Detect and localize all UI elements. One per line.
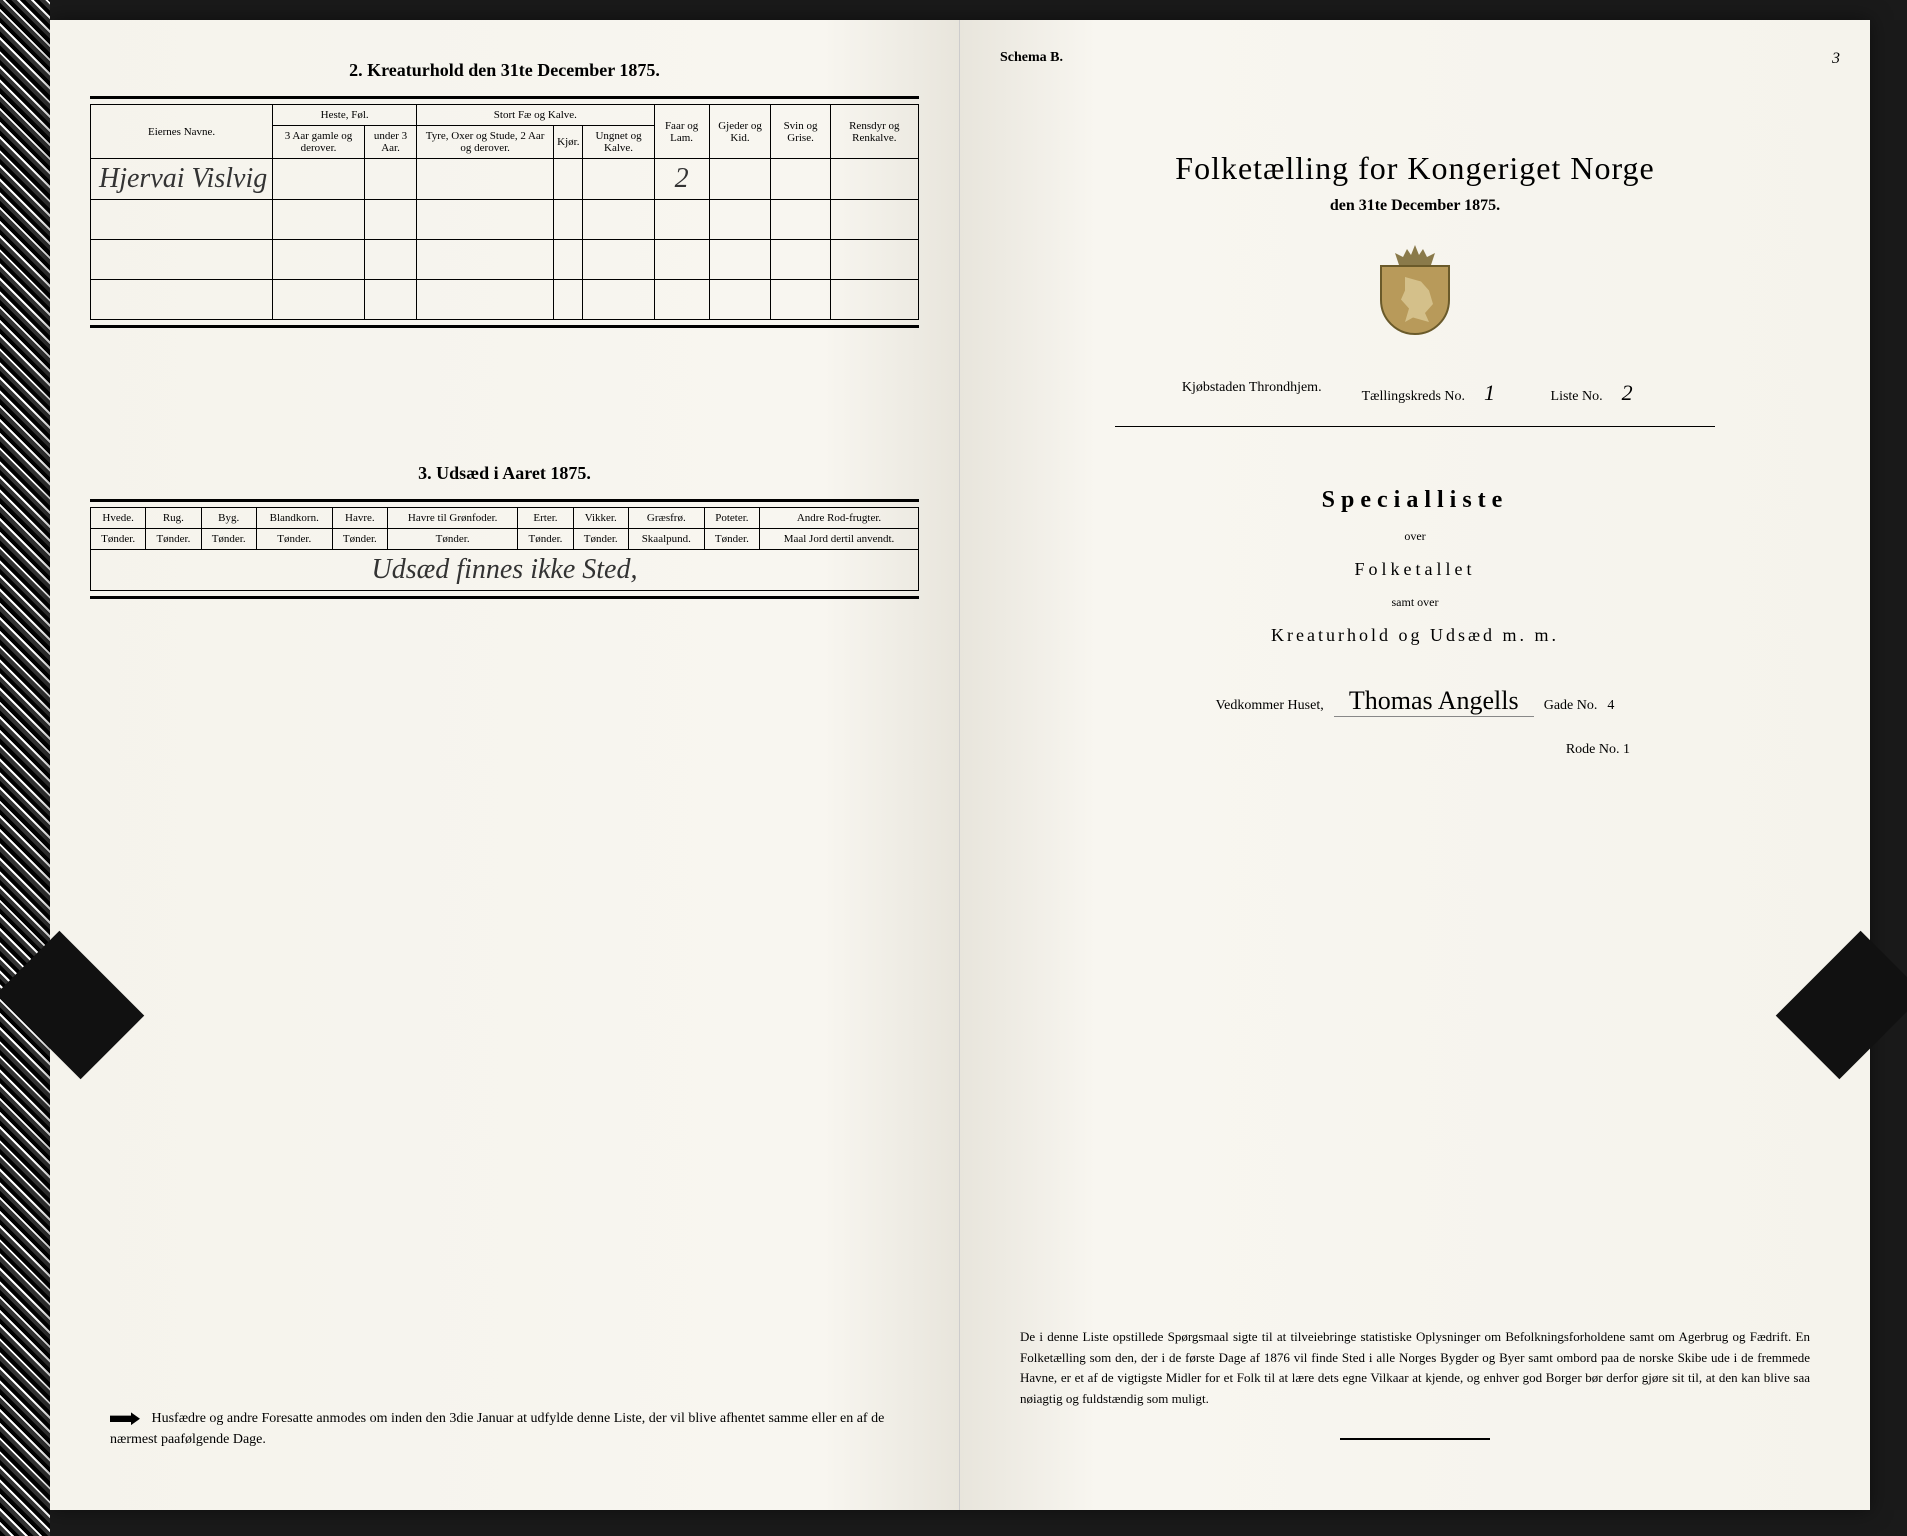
c1: Hvede. [91, 508, 146, 529]
table-row: Hjervai Vislvig 2 [91, 159, 919, 200]
rode-line: Rode No. 1 [1000, 742, 1830, 758]
notice-block: Husfædre og andre Foresatte anmodes om i… [110, 1408, 919, 1450]
table-row: Udsæd finnes ikke Sted, [91, 550, 919, 591]
liste-label: Liste No. [1551, 389, 1603, 404]
col-ren: Rensdyr og Renkalve. [830, 105, 918, 159]
kreatur-line: Kreaturhold og Udsæd m. m. [1000, 625, 1830, 646]
left-page: 2. Kreaturhold den 31te December 1875. E… [50, 20, 960, 1510]
book-binding-edge [0, 0, 50, 1536]
u3: Tønder. [201, 529, 256, 550]
rule [1115, 426, 1715, 427]
house-value: Thomas Angells [1334, 686, 1534, 717]
bottom-rule [1340, 1438, 1490, 1440]
schema-label: Schema B. [1000, 50, 1063, 66]
u7: Tønder. [518, 529, 573, 550]
section3-title: 3. Udsæd i Aaret 1875. [90, 463, 919, 484]
bottom-paragraph: De i denne Liste opstillede Spørgsmaal s… [1020, 1327, 1810, 1410]
u6: Tønder. [387, 529, 517, 550]
c2: Rug. [146, 508, 201, 529]
c8: Vikker. [573, 508, 628, 529]
colgrp-heste: Heste, Føl. [273, 105, 417, 126]
rode-label: Rode No. [1566, 742, 1620, 757]
u2: Tønder. [146, 529, 201, 550]
u5: Tønder. [332, 529, 387, 550]
page-clip-right [1776, 931, 1907, 1079]
c4: Blandkorn. [256, 508, 332, 529]
c6: Havre til Grønfoder. [387, 508, 517, 529]
specialliste-title: Specialliste [1000, 487, 1830, 514]
owner-name: Hjervai Vislvig [91, 159, 273, 200]
rule [90, 596, 919, 599]
main-title: Folketælling for Kongeriget Norge [1000, 150, 1830, 187]
col-faar: Faar og Lam. [654, 105, 709, 159]
u4: Tønder. [256, 529, 332, 550]
rule [90, 96, 919, 99]
table-row [91, 240, 919, 280]
liste-block: Liste No. 2 [1551, 380, 1649, 406]
c11: Andre Rod-frugter. [760, 508, 919, 529]
tkreds-label: Tællingskreds No. [1362, 389, 1465, 404]
rule [90, 325, 919, 328]
rule [90, 499, 919, 502]
col-h1: 3 Aar gamle og derover. [273, 126, 365, 159]
right-page: Schema B. 3 Folketælling for Kongeriget … [960, 20, 1870, 1510]
page-number: 3 [1832, 50, 1840, 68]
u10: Tønder. [704, 529, 759, 550]
c10: Poteter. [704, 508, 759, 529]
pointing-hand-icon [110, 1411, 140, 1427]
gade-value: 4 [1607, 698, 1614, 714]
u8: Tønder. [573, 529, 628, 550]
c3: Byg. [201, 508, 256, 529]
coat-of-arms-icon [1375, 245, 1455, 335]
tkreds-value: 1 [1475, 380, 1505, 406]
tkreds-block: Tællingskreds No. 1 [1362, 380, 1511, 406]
c5: Havre. [332, 508, 387, 529]
col-s3: Ungnet og Kalve. [583, 126, 654, 159]
sub-date: den 31te December 1875. [1000, 197, 1830, 215]
col-s1: Tyre, Oxer og Stude, 2 Aar og derover. [417, 126, 554, 159]
info-row: Kjøbstaden Throndhjem. Tællingskreds No.… [1000, 375, 1830, 411]
u1: Tønder. [91, 529, 146, 550]
lion-icon [1397, 277, 1437, 322]
section2-title: 2. Kreaturhold den 31te December 1875. [90, 60, 919, 81]
kreaturhold-table: Eiernes Navne. Heste, Føl. Stort Fæ og K… [90, 104, 919, 320]
col-gjed: Gjeder og Kid. [709, 105, 771, 159]
kjobstad-label: Kjøbstaden Throndhjem. [1182, 380, 1322, 406]
over1: over [1000, 529, 1830, 544]
col-svin: Svin og Grise. [771, 105, 830, 159]
u9: Skaalpund. [628, 529, 704, 550]
col-eier: Eiernes Navne. [91, 105, 273, 159]
gade-label: Gade No. [1544, 698, 1598, 714]
faar-value: 2 [654, 159, 709, 200]
crown-icon [1395, 245, 1435, 265]
notice-text: Husfædre og andre Foresatte anmodes om i… [110, 1411, 884, 1447]
shield-icon [1380, 265, 1450, 335]
u11: Maal Jord dertil anvendt. [760, 529, 919, 550]
table-row [91, 200, 919, 240]
book-spread: 2. Kreaturhold den 31te December 1875. E… [50, 20, 1870, 1510]
samt-over: samt over [1000, 595, 1830, 610]
vedkommer-label: Vedkommer Huset, [1216, 698, 1324, 714]
c9: Græsfrø. [628, 508, 704, 529]
folketallet: Folketallet [1000, 559, 1830, 580]
col-h2: under 3 Aar. [364, 126, 416, 159]
c7: Erter. [518, 508, 573, 529]
rode-value: 1 [1623, 742, 1630, 757]
udsaed-table: Hvede. Rug. Byg. Blandkorn. Havre. Havre… [90, 507, 919, 591]
col-s2: Kjør. [554, 126, 583, 159]
colgrp-stort: Stort Fæ og Kalve. [417, 105, 654, 126]
house-line: Vedkommer Huset, Thomas Angells Gade No.… [1000, 686, 1830, 717]
table-row [91, 280, 919, 320]
liste-value: 2 [1612, 380, 1642, 406]
udsaed-note: Udsæd finnes ikke Sted, [91, 550, 919, 591]
